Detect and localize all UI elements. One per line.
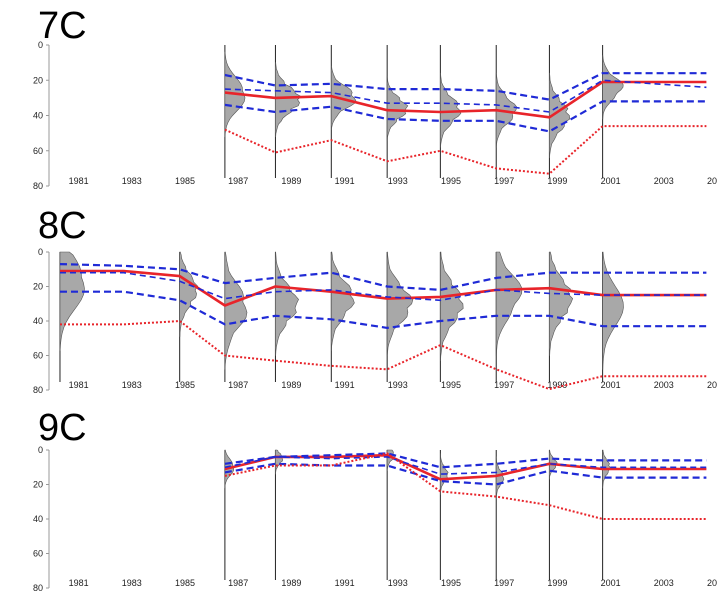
y-tick-label: 40 (33, 111, 43, 121)
panel-label: 7C (38, 5, 87, 47)
y-tick-label: 60 (33, 351, 43, 361)
panel-7c: 7C0 20 40 60 80 1981 1983 1985 1987 1989 1991 1993 1… (33, 5, 717, 191)
x-tick-label: 1985 (175, 578, 195, 588)
x-tick-label: 1995 (441, 380, 461, 390)
y-tick-label: 60 (33, 549, 43, 559)
x-tick-label: 1983 (122, 380, 142, 390)
series-line-upper-quartile (59, 263, 707, 291)
y-tick-label: 80 (33, 181, 43, 191)
x-tick-label: 1989 (281, 380, 301, 390)
y-tick-label: 60 (33, 146, 43, 156)
x-tick-label: 2003 (654, 380, 674, 390)
histogram (495, 456, 505, 499)
series-line-median (224, 80, 707, 119)
x-tick-label: 2001 (601, 380, 621, 390)
histogram (59, 251, 85, 351)
histogram (440, 251, 464, 362)
y-tick-label: 40 (33, 514, 43, 524)
y-tick-label: 20 (33, 282, 43, 292)
x-tick-label: 2005 (707, 578, 717, 588)
x-tick-label: 1987 (228, 578, 248, 588)
x-tick-label: 1999 (547, 578, 567, 588)
x-tick-label: 1981 (69, 578, 89, 588)
panel-9c: 9C0 20 40 60 80 1981 1983 1985 1987 1989 1991 1993 1… (33, 407, 717, 593)
x-tick-label: 1995 (441, 176, 461, 186)
x-tick-label: 1985 (175, 380, 195, 390)
histogram (179, 251, 199, 337)
x-tick-label: 2005 (707, 380, 717, 390)
series-line-median (60, 269, 707, 307)
histogram (224, 251, 248, 370)
histogram (549, 251, 574, 356)
x-tick-label: 1991 (335, 176, 355, 186)
x-tick-label: 2003 (654, 176, 674, 186)
x-tick-label: 1991 (335, 380, 355, 390)
x-tick-label: 1995 (441, 578, 461, 588)
x-tick-label: 1999 (547, 380, 567, 390)
x-tick-label: 1987 (228, 176, 248, 186)
y-tick-label: 80 (33, 583, 43, 593)
series-line-upper-quartile (224, 452, 707, 469)
x-tick-label: 2005 (707, 176, 717, 186)
x-tick-label: 1993 (388, 380, 408, 390)
series-line-lower-quartile (60, 290, 707, 329)
x-tick-label: 2001 (601, 176, 621, 186)
series-line-upper-extreme (224, 456, 707, 475)
x-tick-label: 1993 (388, 578, 408, 588)
x-tick-label: 2003 (654, 578, 674, 588)
x-tick-label: 1983 (122, 578, 142, 588)
y-tick-label: 0 (38, 445, 43, 455)
x-tick-label: 1991 (335, 578, 355, 588)
x-tick-label: 2001 (601, 578, 621, 588)
y-tick-label: 20 (33, 75, 43, 85)
series-line-95th-percentile (60, 320, 707, 391)
histogram (386, 251, 414, 356)
panel-8c: 8C0 20 40 60 80 1981 1983 1985 1987 1989 1991 1993 1… (33, 205, 717, 395)
y-tick-label: 20 (33, 480, 43, 490)
x-tick-label: 1983 (122, 176, 142, 186)
series-line-upper-quartile (224, 72, 707, 101)
panel-label: 8C (38, 205, 87, 247)
histogram (275, 449, 284, 475)
histogram (602, 251, 624, 370)
panel-label: 9C (38, 407, 87, 449)
y-tick-label: 80 (33, 385, 43, 395)
x-tick-label: 1987 (228, 380, 248, 390)
histogram (275, 62, 302, 137)
y-tick-label: 0 (38, 40, 43, 50)
histogram (275, 251, 299, 356)
x-tick-label: 1993 (388, 176, 408, 186)
series-line-lower-quartile (224, 462, 707, 486)
x-tick-label: 1981 (69, 380, 89, 390)
histogram (330, 251, 355, 351)
series-line-95th-percentile (224, 452, 707, 520)
y-tick-label: 40 (33, 316, 43, 326)
x-tick-label: 1989 (281, 578, 301, 588)
x-tick-label: 1999 (547, 176, 567, 186)
histogram (386, 76, 409, 141)
x-tick-label: 1997 (494, 176, 514, 186)
series-line-upper-extreme (60, 271, 707, 302)
histogram (495, 251, 523, 356)
x-tick-label: 1989 (281, 176, 301, 186)
y-tick-label: 0 (38, 247, 43, 257)
x-tick-label: 1997 (494, 578, 514, 588)
x-tick-label: 1981 (69, 176, 89, 186)
series-line-lower-quartile (224, 100, 707, 133)
series-line-95th-percentile (224, 125, 707, 175)
histogram (602, 55, 624, 120)
histogram (549, 72, 571, 159)
x-tick-label: 1985 (175, 176, 195, 186)
x-tick-label: 1997 (494, 380, 514, 390)
